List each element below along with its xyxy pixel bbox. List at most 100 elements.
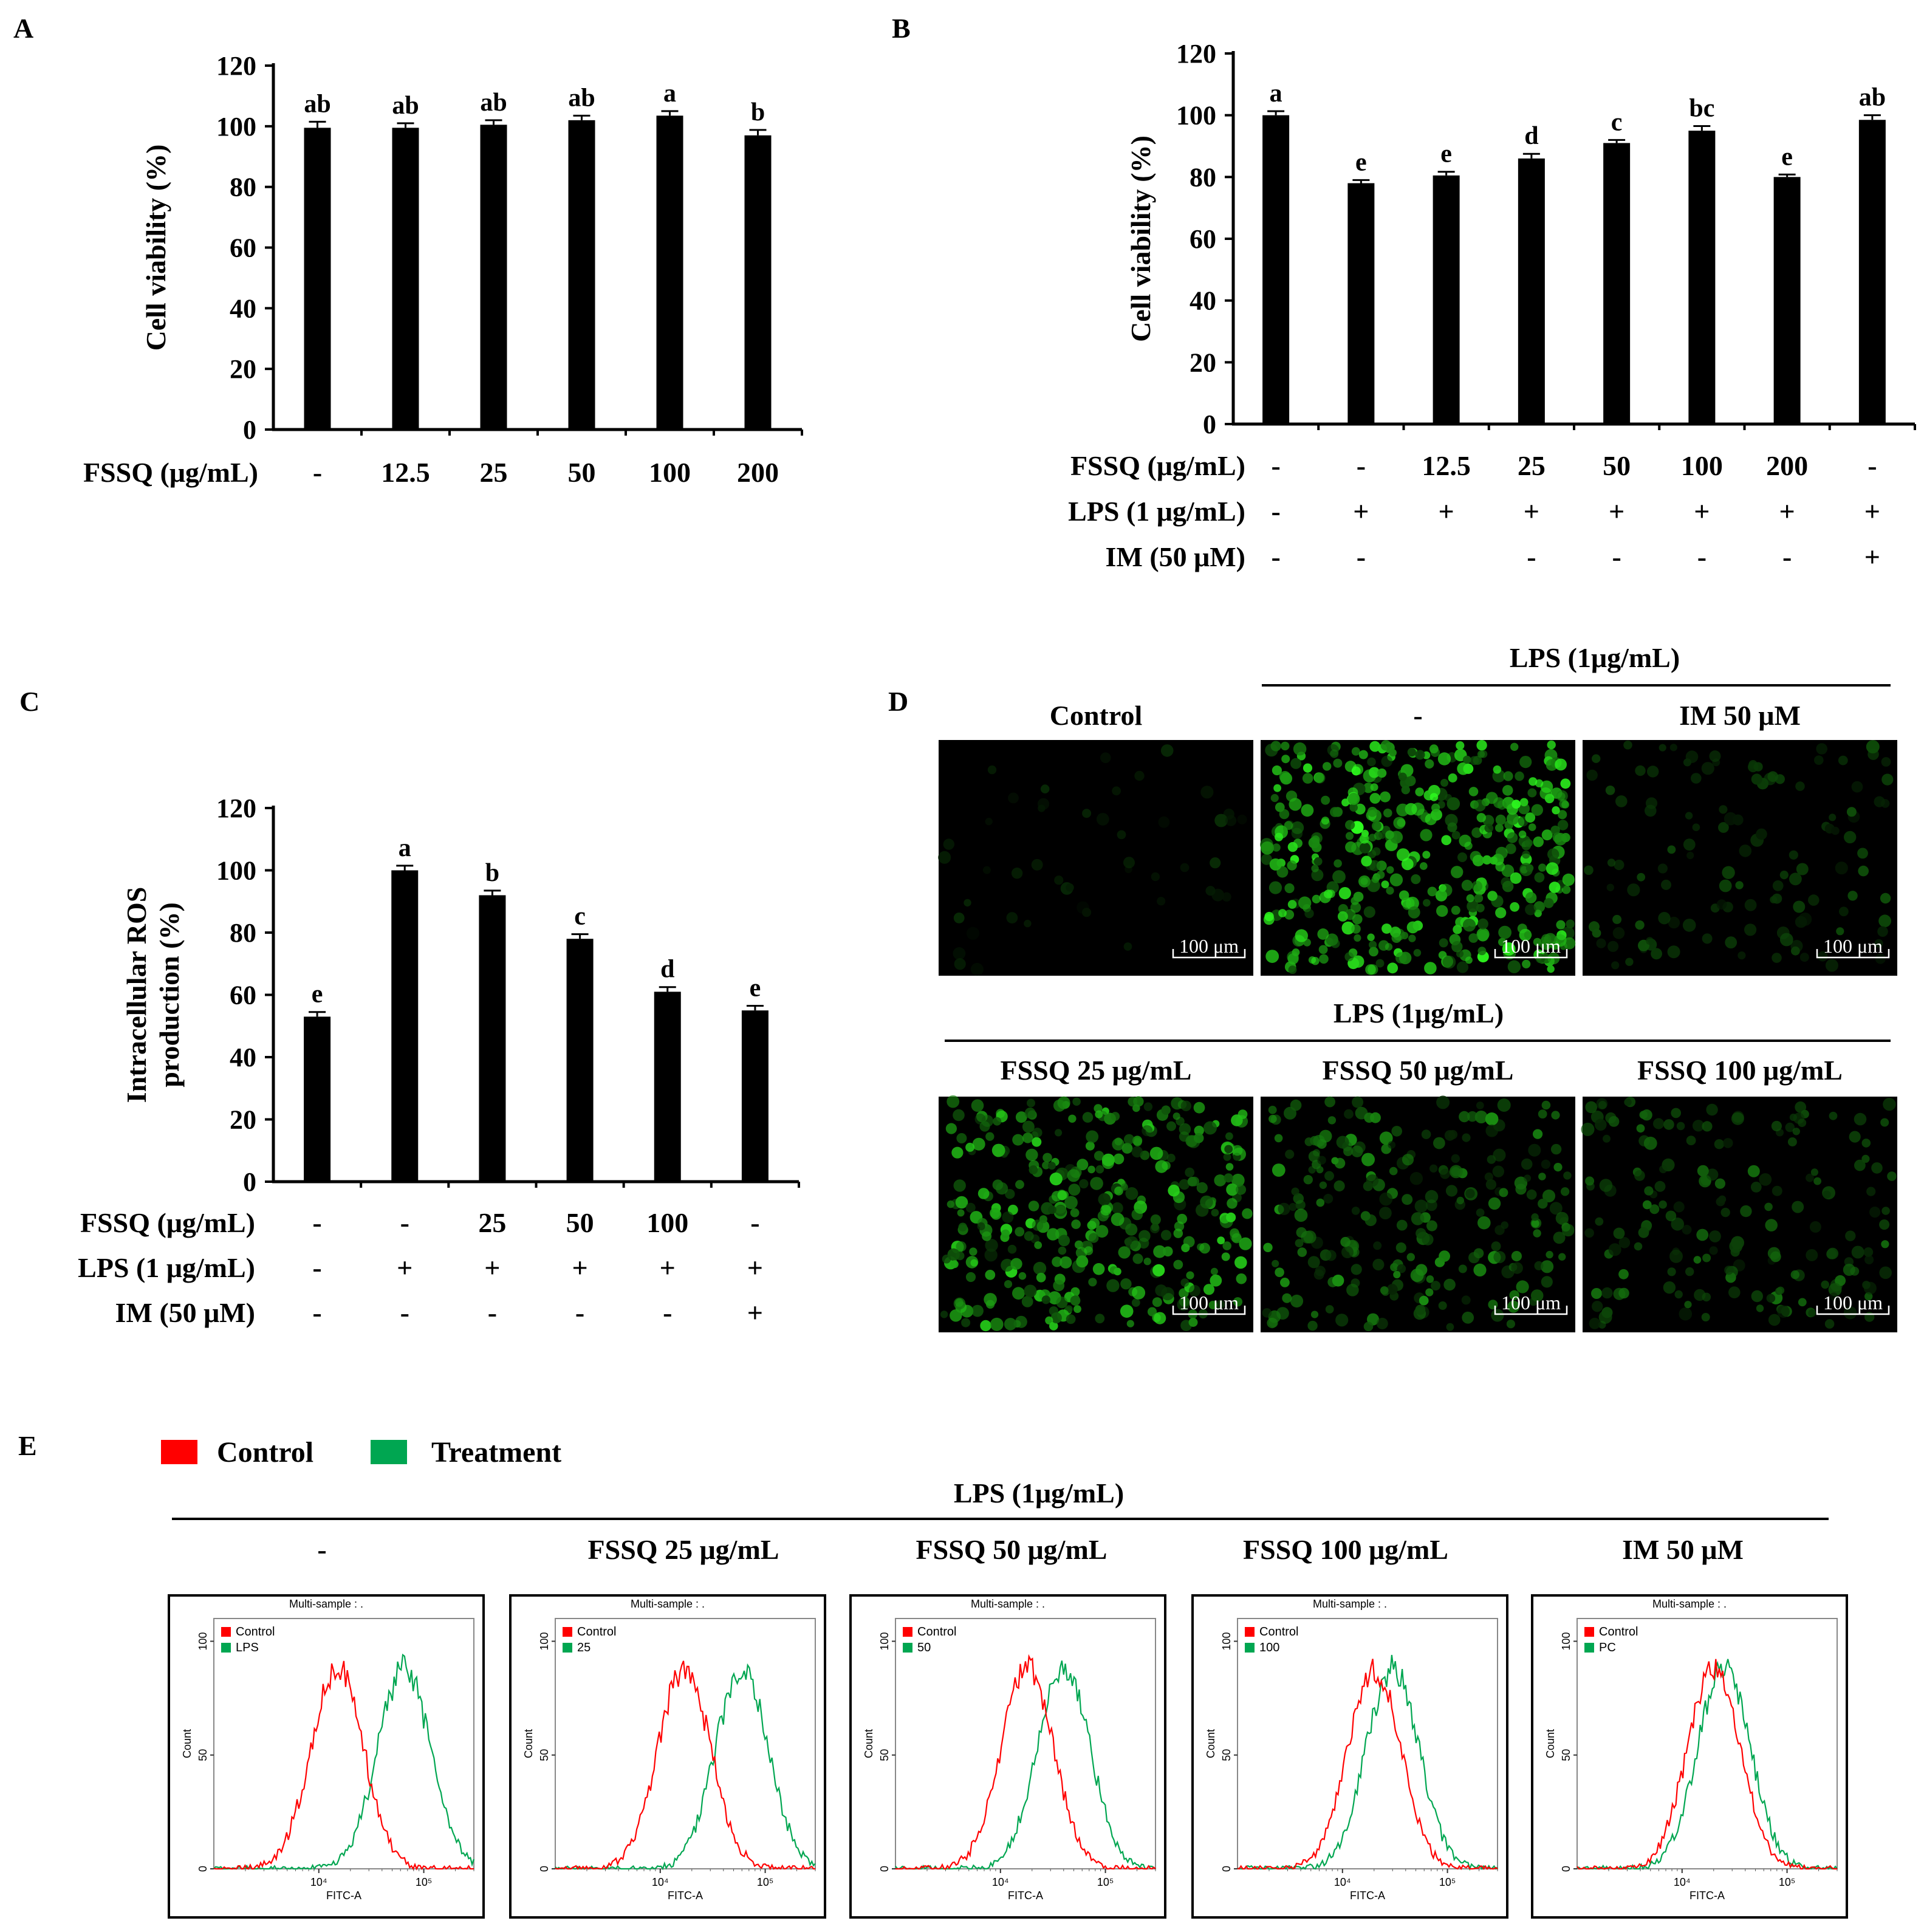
bar bbox=[1433, 175, 1460, 424]
condition-row-label: LPS (1 μg/mL) bbox=[78, 1252, 255, 1283]
scale-bar bbox=[1494, 949, 1568, 959]
condition-row-label: FSSQ (μg/mL) bbox=[83, 457, 258, 488]
condition-value: - bbox=[1271, 496, 1280, 527]
group-label: LPS (1μg/mL) bbox=[954, 1478, 1124, 1509]
condition-value: 200 bbox=[737, 457, 779, 488]
y-tick-label: 20 bbox=[230, 354, 256, 384]
micrograph-cells bbox=[1581, 1097, 1897, 1329]
y-tick-label: 80 bbox=[230, 173, 256, 202]
condition-value: 100 bbox=[649, 457, 691, 488]
plot-legend-swatch bbox=[221, 1627, 231, 1637]
condition-value: 50 bbox=[1603, 450, 1631, 481]
scale-bar bbox=[1816, 1306, 1890, 1315]
bar bbox=[1262, 115, 1290, 424]
significance-letter: b bbox=[485, 859, 499, 887]
x-tick-label: 10⁵ bbox=[757, 1876, 773, 1888]
scale-bar bbox=[1816, 949, 1890, 959]
y-axis-title: Count bbox=[1544, 1729, 1556, 1758]
y-axis-title: Count bbox=[522, 1729, 535, 1758]
micrograph-image bbox=[939, 740, 1253, 976]
significance-letter: b bbox=[751, 98, 765, 126]
condition-value: 100 bbox=[646, 1207, 688, 1238]
histogram-panel: Multi-sample : . 0 50 100 10⁴ 10⁵ FITC-A Count C… bbox=[849, 1594, 1166, 1919]
group-label-bottom: LPS (1μg/mL) bbox=[1333, 998, 1504, 1029]
plot-legend-label: Control bbox=[577, 1625, 616, 1639]
y-tick-label: 100 bbox=[1220, 1632, 1233, 1650]
bar bbox=[568, 120, 595, 430]
condition-value: + bbox=[1864, 541, 1880, 572]
histogram-panel: Multi-sample : . 0 50 100 10⁴ 10⁵ FITC-A Count C… bbox=[1191, 1594, 1508, 1919]
condition-value: - bbox=[1782, 541, 1792, 572]
bar bbox=[1347, 183, 1375, 424]
condition-row-label: IM (50 μM) bbox=[115, 1297, 255, 1328]
condition-value: + bbox=[1864, 496, 1880, 527]
plot-legend-label: 50 bbox=[917, 1641, 931, 1654]
bar bbox=[304, 1016, 331, 1182]
plot-legend-swatch bbox=[1584, 1627, 1594, 1637]
plot-legend-label: Control bbox=[917, 1625, 956, 1639]
y-tick-label: 60 bbox=[1190, 224, 1216, 254]
scale-bar-label: 100 μm bbox=[1823, 1292, 1883, 1314]
y-axis-title: Count bbox=[181, 1729, 193, 1758]
x-tick-label: 10⁴ bbox=[992, 1876, 1009, 1888]
bar bbox=[1773, 177, 1801, 424]
condition-value: - bbox=[1271, 541, 1280, 572]
condition-value: 12.5 bbox=[1422, 450, 1471, 481]
condition-value: - bbox=[312, 1252, 321, 1283]
plot-legend-swatch bbox=[1245, 1643, 1255, 1653]
panel-d-micrographs: LPS (1μg/mL) LPS (1μg/mL) Control 100 μm - 10… bbox=[938, 642, 1897, 1332]
significance-letter: e bbox=[750, 974, 761, 1002]
significance-letter: c bbox=[1611, 108, 1623, 136]
control-histogram-line bbox=[1577, 1659, 1837, 1870]
chart-b: 0 20 40 60 80 100 120 a e e d c bc e ab Cell viability … bbox=[1068, 39, 1916, 572]
y-tick-label: 0 bbox=[1560, 1866, 1572, 1872]
condition-value: + bbox=[1609, 496, 1624, 527]
y-tick-label: 0 bbox=[243, 1167, 256, 1197]
y-tick-label: 20 bbox=[1190, 348, 1216, 377]
control-histogram-line bbox=[1237, 1659, 1498, 1871]
significance-letter: ab bbox=[1859, 84, 1886, 112]
scale-bar bbox=[1172, 1306, 1246, 1315]
significance-letter: e bbox=[1355, 148, 1367, 176]
histogram-title: FSSQ 100 μg/mL bbox=[1243, 1534, 1448, 1565]
condition-value: - bbox=[1697, 541, 1707, 572]
scale-bar-label: 100 μm bbox=[1823, 935, 1883, 957]
micrograph-cells bbox=[1262, 1095, 1575, 1332]
condition-value: + bbox=[397, 1252, 413, 1283]
histogram-title: IM 50 μM bbox=[1622, 1534, 1744, 1565]
x-tick-label: 10⁵ bbox=[1439, 1876, 1456, 1888]
x-tick-label: 10⁴ bbox=[310, 1876, 327, 1888]
y-tick-label: 40 bbox=[230, 1043, 256, 1072]
bar bbox=[1518, 158, 1545, 424]
y-tick-label: 100 bbox=[878, 1632, 891, 1650]
panel-label-b: B bbox=[892, 13, 911, 44]
condition-value: + bbox=[747, 1252, 763, 1283]
y-axis-title: Count bbox=[863, 1729, 875, 1758]
y-tick-label: 50 bbox=[538, 1749, 550, 1761]
significance-letter: c bbox=[574, 903, 586, 931]
bar bbox=[744, 135, 772, 430]
condition-value: 25 bbox=[478, 1207, 506, 1238]
histogram-header: Multi-sample : . bbox=[289, 1598, 363, 1610]
plot-legend-swatch bbox=[1584, 1643, 1594, 1653]
condition-value: 25 bbox=[480, 457, 508, 488]
plot-area bbox=[1577, 1618, 1838, 1869]
plot-legend-swatch bbox=[563, 1643, 572, 1653]
histogram-panel: Multi-sample : . 0 50 100 10⁴ 10⁵ FITC-A Count C… bbox=[509, 1594, 826, 1919]
histogram-title: FSSQ 50 μg/mL bbox=[916, 1534, 1107, 1565]
condition-value: - bbox=[312, 1297, 321, 1328]
condition-row-label: IM (50 μM) bbox=[1106, 541, 1245, 572]
y-axis-title: Cell viability (%) bbox=[1125, 135, 1156, 342]
condition-value: - bbox=[312, 1207, 321, 1238]
legend-swatch-treatment bbox=[371, 1440, 407, 1464]
y-tick-label: 80 bbox=[1190, 162, 1216, 192]
histogram-header: Multi-sample : . bbox=[971, 1598, 1045, 1610]
plot-legend-label: 25 bbox=[577, 1641, 591, 1654]
significance-letter: ab bbox=[304, 90, 330, 118]
treatment-histogram-line bbox=[213, 1653, 475, 1871]
x-tick-label: 10⁴ bbox=[652, 1876, 669, 1888]
y-tick-label: 100 bbox=[197, 1632, 209, 1650]
micrograph-cells bbox=[1584, 740, 1894, 972]
panel-e-flow-cytometry: Control Treatment LPS (1μg/mL) - Multi-sampl… bbox=[161, 1436, 1848, 1919]
histogram-panel: Multi-sample : . 0 50 100 10⁴ 10⁵ FITC-A Count C… bbox=[1531, 1594, 1848, 1919]
